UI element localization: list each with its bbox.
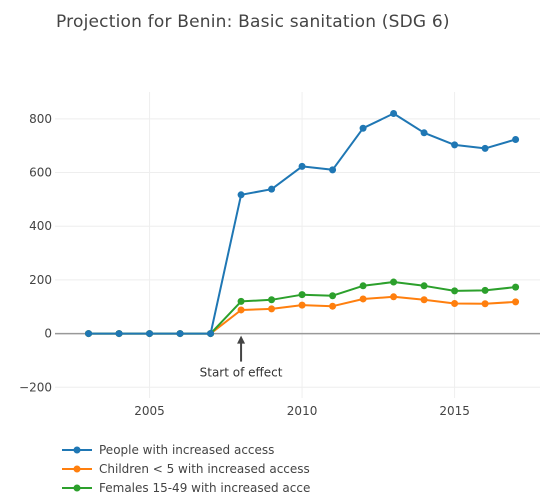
data-point[interactable] [268, 185, 276, 193]
series-group [85, 109, 520, 338]
legend-label: Females 15-49 with increased acce [99, 481, 310, 495]
data-point[interactable] [146, 330, 154, 338]
data-point[interactable] [329, 292, 337, 300]
legend-item[interactable]: People with increased access [62, 443, 274, 457]
data-point[interactable] [420, 296, 428, 304]
y-tick-label: −200 [19, 380, 52, 394]
data-point[interactable] [329, 166, 337, 174]
grid-lines [55, 92, 540, 398]
data-point[interactable] [390, 109, 398, 117]
data-point[interactable] [237, 191, 245, 199]
data-point[interactable] [115, 330, 123, 338]
data-point[interactable] [329, 302, 337, 310]
data-point[interactable] [451, 287, 459, 295]
legend-label: Children < 5 with increased access [99, 462, 310, 476]
legend-swatch-marker [73, 484, 81, 492]
data-point[interactable] [451, 141, 459, 149]
data-point[interactable] [512, 298, 520, 306]
x-tick-label: 2015 [439, 404, 470, 418]
data-point[interactable] [359, 295, 367, 303]
data-point[interactable] [298, 301, 306, 309]
legend-swatch-marker [73, 446, 81, 454]
data-point[interactable] [268, 305, 276, 313]
y-tick-label: 600 [29, 166, 52, 180]
data-point[interactable] [268, 296, 276, 304]
y-tick-label: 800 [29, 112, 52, 126]
legend[interactable]: People with increased access Children < 5… [62, 443, 310, 495]
legend-swatch-marker [73, 465, 81, 473]
data-point[interactable] [390, 293, 398, 301]
data-point[interactable] [420, 282, 428, 290]
data-point[interactable] [298, 162, 306, 170]
data-point[interactable] [390, 278, 398, 286]
legend-item[interactable]: Females 15-49 with increased acce [62, 481, 310, 495]
annotation: Start of effect [200, 335, 283, 380]
annotation-text: Start of effect [200, 366, 283, 380]
axes: 800 600 400 200 0 −200 2005 2010 2015 [19, 112, 540, 418]
y-tick-label: 200 [29, 273, 52, 287]
x-tick-label: 2010 [287, 404, 318, 418]
data-point[interactable] [512, 283, 520, 291]
data-point[interactable] [481, 144, 489, 152]
legend-label: People with increased access [99, 443, 274, 457]
y-tick-label: 400 [29, 219, 52, 233]
annotation-arrowhead [237, 335, 246, 344]
data-point[interactable] [237, 297, 245, 305]
x-tick-label: 2005 [134, 404, 165, 418]
data-point[interactable] [359, 282, 367, 290]
data-point[interactable] [481, 286, 489, 294]
data-point[interactable] [176, 330, 184, 338]
data-point[interactable] [207, 330, 215, 338]
data-point[interactable] [512, 136, 520, 144]
chart-title: Projection for Benin: Basic sanitation (… [56, 12, 450, 32]
data-point[interactable] [298, 291, 306, 299]
data-point[interactable] [420, 129, 428, 137]
data-point[interactable] [85, 330, 93, 338]
data-point[interactable] [359, 124, 367, 132]
y-tick-label: 0 [44, 327, 52, 341]
legend-item[interactable]: Children < 5 with increased access [62, 462, 310, 476]
data-point[interactable] [451, 300, 459, 308]
data-point[interactable] [237, 306, 245, 314]
data-point[interactable] [481, 300, 489, 308]
